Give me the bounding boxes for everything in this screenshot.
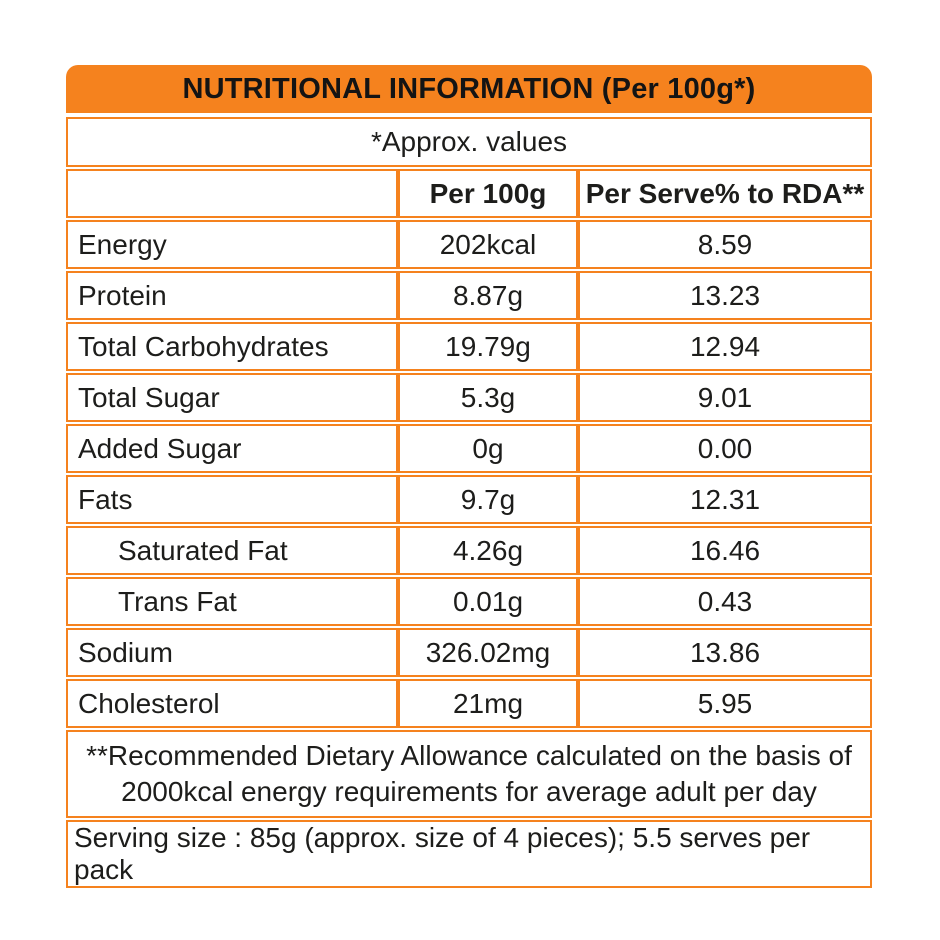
rda-percent-value: 13.23	[578, 271, 872, 320]
rda-percent-value: 0.00	[578, 424, 872, 473]
nutrient-name: Fats	[66, 475, 398, 524]
column-header-per-serve-rda: Per Serve% to RDA**	[578, 169, 872, 218]
column-header-row: Per 100g Per Serve% to RDA**	[66, 169, 872, 218]
table-row-total-carbohydrates: Total Carbohydrates 19.79g 12.94	[66, 322, 872, 371]
rda-percent-value: 9.01	[578, 373, 872, 422]
nutrient-name: Saturated Fat	[66, 526, 398, 575]
per-100g-value: 8.87g	[398, 271, 578, 320]
table-row-sodium: Sodium 326.02mg 13.86	[66, 628, 872, 677]
table-title: NUTRITIONAL INFORMATION (Per 100g*)	[182, 72, 756, 105]
table-row-protein: Protein 8.87g 13.23	[66, 271, 872, 320]
table-row-trans-fat: Trans Fat 0.01g 0.43	[66, 577, 872, 626]
rda-percent-value: 5.95	[578, 679, 872, 728]
nutrient-name: Trans Fat	[66, 577, 398, 626]
nutrient-name: Protein	[66, 271, 398, 320]
nutrient-name: Total Carbohydrates	[66, 322, 398, 371]
rda-percent-value: 13.86	[578, 628, 872, 677]
per-100g-value: 0g	[398, 424, 578, 473]
table-row-total-sugar: Total Sugar 5.3g 9.01	[66, 373, 872, 422]
nutrition-label: NUTRITIONAL INFORMATION (Per 100g*) *App…	[66, 65, 872, 890]
nutrient-name: Total Sugar	[66, 373, 398, 422]
per-100g-value: 4.26g	[398, 526, 578, 575]
table-row-energy: Energy 202kcal 8.59	[66, 220, 872, 269]
column-header-per-100g: Per 100g	[398, 169, 578, 218]
serving-size-note: Serving size : 85g (approx. size of 4 pi…	[66, 819, 872, 888]
nutrition-table: *Approx. values Per 100g Per Serve% to R…	[66, 115, 872, 890]
rda-percent-value: 8.59	[578, 220, 872, 269]
column-header-nutrient	[66, 169, 398, 218]
subtitle-row: *Approx. values	[66, 117, 872, 167]
table-row-saturated-fat: Saturated Fat 4.26g 16.46	[66, 526, 872, 575]
rda-percent-value: 12.94	[578, 322, 872, 371]
per-100g-value: 326.02mg	[398, 628, 578, 677]
per-100g-value: 9.7g	[398, 475, 578, 524]
nutrient-name: Energy	[66, 220, 398, 269]
rda-percent-value: 0.43	[578, 577, 872, 626]
nutrient-name: Sodium	[66, 628, 398, 677]
per-100g-value: 21mg	[398, 679, 578, 728]
nutrient-name: Cholesterol	[66, 679, 398, 728]
per-100g-value: 19.79g	[398, 322, 578, 371]
approx-values-note: *Approx. values	[66, 117, 872, 167]
per-100g-value: 5.3g	[398, 373, 578, 422]
table-title-bar: NUTRITIONAL INFORMATION (Per 100g*)	[66, 65, 872, 113]
table-row-fats: Fats 9.7g 12.31	[66, 475, 872, 524]
table-row-added-sugar: Added Sugar 0g 0.00	[66, 424, 872, 473]
rda-percent-value: 12.31	[578, 475, 872, 524]
rda-percent-value: 16.46	[578, 526, 872, 575]
per-100g-value: 0.01g	[398, 577, 578, 626]
rda-footnote: **Recommended Dietary Allowance calculat…	[66, 730, 872, 818]
per-100g-value: 202kcal	[398, 220, 578, 269]
serving-size-row: Serving size : 85g (approx. size of 4 pi…	[66, 819, 872, 888]
nutrient-name: Added Sugar	[66, 424, 398, 473]
table-row-cholesterol: Cholesterol 21mg 5.95	[66, 679, 872, 728]
rda-footnote-row: **Recommended Dietary Allowance calculat…	[66, 730, 872, 818]
